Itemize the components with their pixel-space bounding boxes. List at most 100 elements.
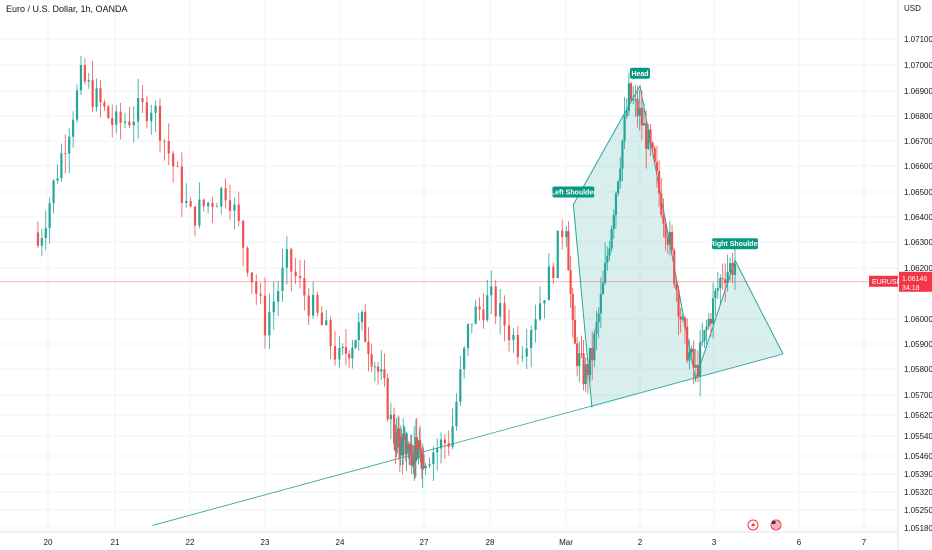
lightning-icon[interactable] xyxy=(747,519,759,531)
candle-body xyxy=(470,323,473,325)
candle-body xyxy=(490,286,493,296)
candle-body xyxy=(719,278,722,289)
candle-body xyxy=(645,123,648,149)
pattern-annotation[interactable]: Right Shoulder xyxy=(710,238,760,250)
neckline xyxy=(152,353,784,526)
x-tick-label: 3 xyxy=(712,538,717,547)
candle-body xyxy=(655,162,659,172)
candle-body xyxy=(268,312,271,336)
candle-body xyxy=(714,290,717,299)
candle-body xyxy=(370,354,373,367)
candle-body xyxy=(91,80,94,107)
candle-body xyxy=(60,153,63,179)
candle-body xyxy=(673,250,676,285)
y-tick-label: 1.05180 xyxy=(904,524,932,533)
candle-body xyxy=(163,140,166,142)
candle-body xyxy=(376,366,380,372)
y-tick-label: 1.05250 xyxy=(904,506,932,515)
candle-body xyxy=(614,193,618,215)
candle-body xyxy=(494,286,497,317)
y-tick-label: 1.05900 xyxy=(904,340,932,349)
candle-body xyxy=(629,83,633,101)
candle-body xyxy=(571,293,574,320)
candle-body xyxy=(79,65,83,91)
candle-body xyxy=(242,220,245,248)
candle-body xyxy=(591,348,594,361)
y-tick-label: 1.06200 xyxy=(904,264,932,273)
pattern-annotation[interactable]: Head xyxy=(630,67,650,79)
y-tick-label: 1.07100 xyxy=(904,35,932,44)
candle-body xyxy=(660,193,663,215)
candle-body xyxy=(696,364,700,377)
x-tick-label: 23 xyxy=(261,538,270,547)
candle-body xyxy=(608,248,611,256)
candle-body xyxy=(649,129,652,143)
candle-body xyxy=(107,106,110,118)
candle-body xyxy=(679,316,682,320)
candle-body xyxy=(604,262,607,283)
y-tick-label: 1.07000 xyxy=(904,61,932,70)
candle-body xyxy=(627,83,630,112)
candle-body xyxy=(154,105,157,113)
candle-body xyxy=(593,333,596,361)
svg-text:1.06146: 1.06146 xyxy=(902,276,927,283)
svg-text:EURUSD: EURUSD xyxy=(872,279,902,286)
pattern-annotation[interactable]: Left Shoulder xyxy=(551,186,596,198)
candle-body xyxy=(586,364,589,376)
candle-body xyxy=(683,317,687,327)
candle-body xyxy=(320,312,323,326)
candle-body xyxy=(399,436,402,455)
candle-body xyxy=(329,320,332,347)
currency-label: USD xyxy=(904,4,921,13)
candle-body xyxy=(68,136,71,154)
candle-body xyxy=(516,334,519,358)
candle-body xyxy=(52,180,55,204)
x-tick-label: 21 xyxy=(111,538,120,547)
current-price-tag: 1.06146 34:18 xyxy=(899,271,932,292)
candle-body xyxy=(623,115,626,141)
candle-body xyxy=(703,330,706,342)
candle-body xyxy=(316,294,319,313)
y-tick-label: 1.05320 xyxy=(904,488,932,497)
y-tick-label: 1.06700 xyxy=(904,137,932,146)
candle-body xyxy=(176,166,179,168)
candle-body xyxy=(220,188,223,207)
candle-body xyxy=(599,294,602,314)
candle-body xyxy=(87,80,90,82)
candle-body xyxy=(180,166,183,203)
y-tick-label: 1.06300 xyxy=(904,238,932,247)
candle-body xyxy=(556,230,559,279)
candle-body xyxy=(404,434,407,455)
candle-body xyxy=(294,271,297,277)
candle-body xyxy=(36,232,40,246)
candle-body xyxy=(675,284,678,291)
candle-body xyxy=(638,107,641,116)
y-tick-label: 1.06900 xyxy=(904,87,932,96)
candle-body xyxy=(670,231,674,251)
candle-body xyxy=(662,214,665,224)
candle-body xyxy=(619,168,622,182)
candle-body xyxy=(459,369,462,402)
y-tick-label: 1.05620 xyxy=(904,411,932,420)
candle-body xyxy=(597,313,600,323)
candle-body xyxy=(48,203,51,229)
candle-body xyxy=(141,98,144,103)
candle-body xyxy=(128,121,131,126)
candle-body xyxy=(272,301,275,313)
candle-body xyxy=(312,294,315,316)
candle-body xyxy=(364,311,367,342)
x-tick-label: 22 xyxy=(186,538,195,547)
candle-body xyxy=(617,181,620,194)
candle-body xyxy=(576,343,579,366)
candle-body xyxy=(298,276,302,279)
us-flag-icon[interactable] xyxy=(770,519,782,531)
candle-body xyxy=(392,414,396,444)
candle-body xyxy=(402,437,405,456)
y-tick-label: 1.05390 xyxy=(904,470,932,479)
candle-body xyxy=(44,228,47,239)
x-tick-label: 27 xyxy=(420,538,429,547)
candle-body xyxy=(202,199,205,207)
candle-body xyxy=(348,353,351,359)
